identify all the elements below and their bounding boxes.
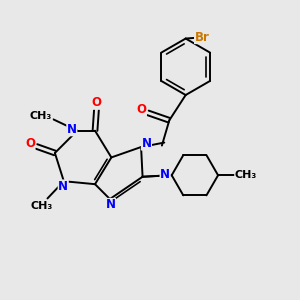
Text: N: N [106,199,116,212]
Text: CH₃: CH₃ [31,201,53,211]
Text: N: N [160,168,170,181]
Text: O: O [92,96,101,109]
Text: N: N [58,180,68,193]
Text: Br: Br [195,31,209,44]
Text: O: O [136,103,146,116]
Text: N: N [67,123,77,136]
Text: O: O [25,137,35,150]
Text: CH₃: CH₃ [235,170,257,180]
Text: N: N [141,137,152,150]
Text: CH₃: CH₃ [30,111,52,121]
